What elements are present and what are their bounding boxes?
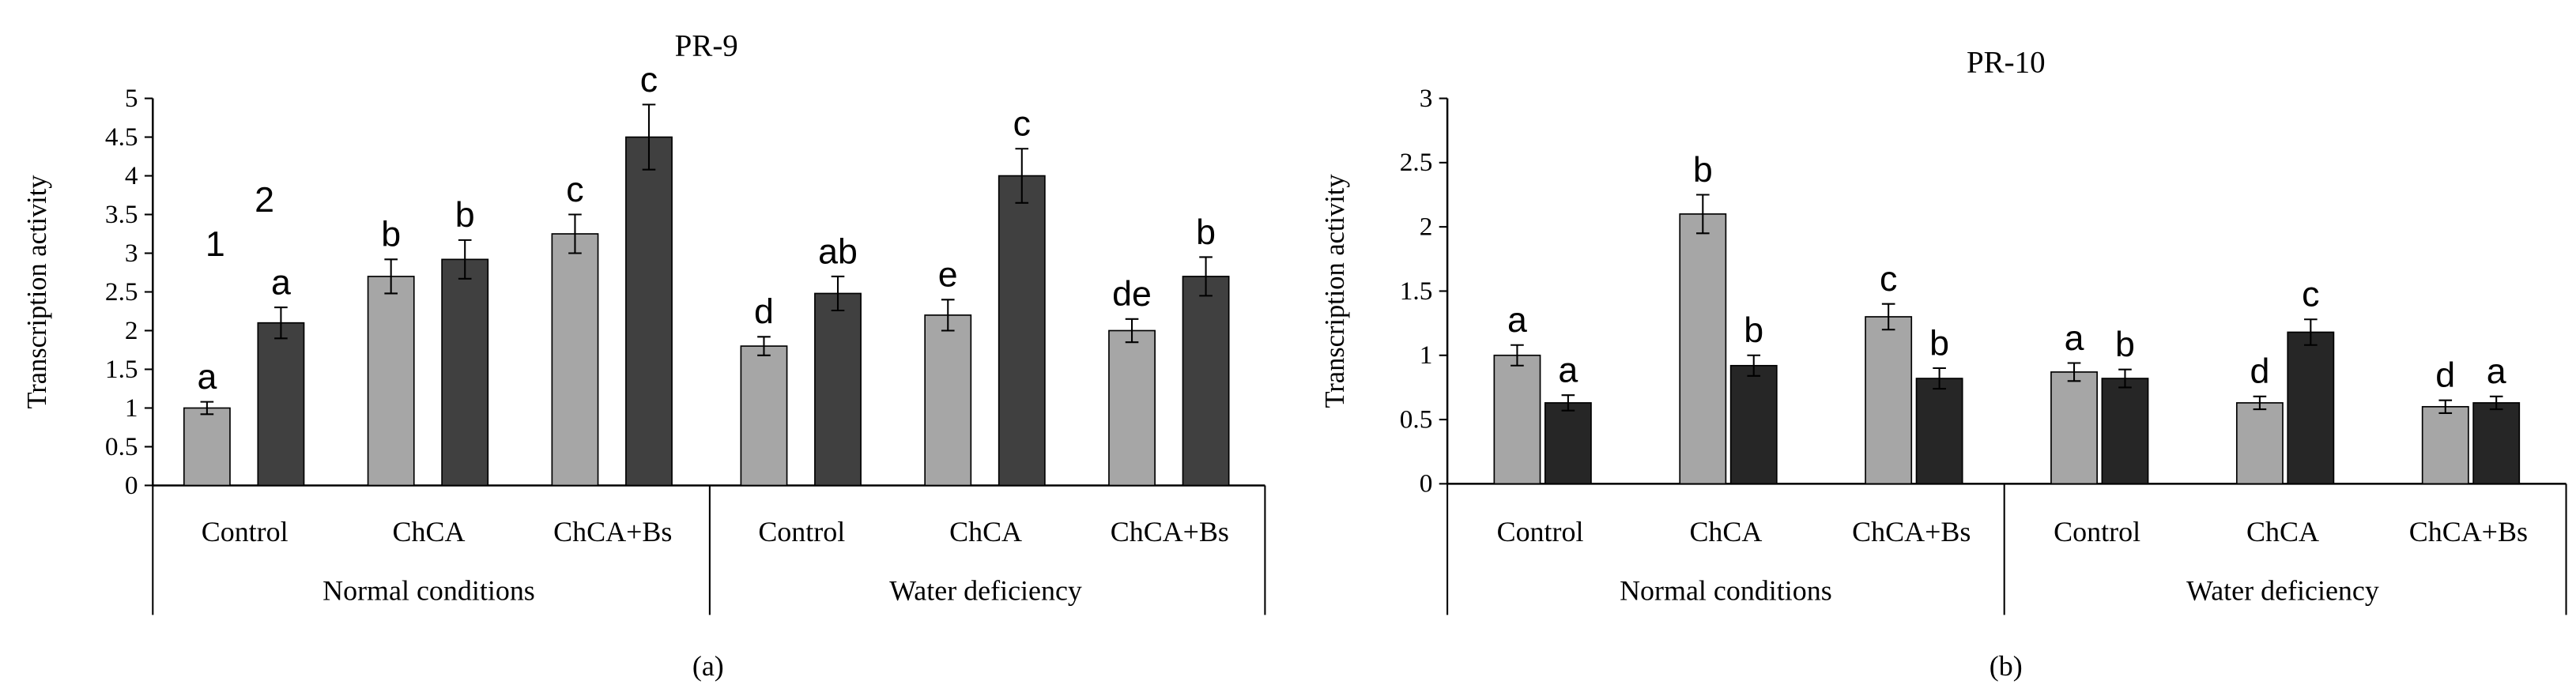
significance-letter-series-2: b	[1929, 324, 1949, 363]
significance-letter-series-1: c	[566, 171, 583, 209]
significance-letter-series-2: b	[455, 196, 475, 235]
x-tick-label-b: ChCA	[2246, 516, 2319, 547]
y-tick-label-a: 1	[125, 393, 138, 423]
bar-series-1	[1679, 213, 1727, 485]
x-tick-label-a: ChCA	[393, 516, 466, 547]
bar-series-2	[257, 322, 305, 487]
bar-series-2	[441, 258, 489, 487]
significance-letter-series-1: a	[197, 358, 217, 397]
group-label-a: Water deficiency	[889, 575, 1082, 607]
significance-letter-series-1: d	[754, 293, 774, 332]
y-tick-label-a: 4	[125, 161, 138, 190]
y-tick-label-b: 3	[1420, 84, 1433, 113]
y-tick-label-a: 0.5	[105, 432, 138, 461]
significance-letter-series-2: a	[2487, 352, 2506, 391]
bar-series-2	[2287, 331, 2335, 485]
bar-series-2	[1729, 364, 1778, 485]
x-tick-label-b: ChCA+Bs	[2409, 516, 2528, 547]
group-label-b: Water deficiency	[2186, 575, 2379, 607]
y-tick-label-a: 3	[125, 239, 138, 268]
x-tick-label-b: Control	[1497, 516, 1584, 547]
significance-letter-series-1: b	[1693, 151, 1713, 190]
series-label-1: 1	[206, 225, 225, 264]
y-tick-label-a: 2.5	[105, 277, 138, 307]
bar-series-2	[998, 175, 1046, 487]
significance-letter-series-2: c	[2302, 276, 2319, 314]
y-tick-label-a: 0	[125, 471, 138, 500]
y-tick-label-b: 1	[1420, 340, 1433, 370]
group-label-b: Normal conditions	[1620, 575, 1832, 607]
bar-series-1	[924, 314, 972, 487]
series-label-2: 2	[255, 181, 274, 220]
bar-series-1	[2235, 402, 2284, 485]
y-tick-label-b: 0.5	[1400, 404, 1433, 434]
significance-letter-series-1: d	[2435, 356, 2455, 395]
y-tick-label-b: 1.5	[1400, 277, 1433, 306]
bar-series-2	[814, 292, 862, 487]
significance-letter-series-2: ab	[818, 232, 858, 271]
bar-series-2	[1182, 276, 1230, 487]
bar-series-1	[1493, 354, 1541, 485]
y-tick-label-a: 3.5	[105, 200, 138, 229]
bar-series-2	[1544, 402, 1592, 485]
x-tick-label-a: ChCA+Bs	[1111, 516, 1229, 547]
significance-letter-series-2: b	[1744, 311, 1763, 350]
y-tick-label-b: 0	[1420, 469, 1433, 498]
bar-series-1	[551, 233, 599, 487]
bar-series-1	[2050, 371, 2098, 485]
bar-series-2	[2472, 402, 2521, 485]
y-tick-label-a: 5	[125, 84, 138, 113]
bar-series-1	[367, 276, 415, 487]
chart-title-a: PR-9	[675, 29, 738, 63]
bar-series-1	[2421, 405, 2469, 485]
bar-series-1	[1865, 316, 1913, 485]
x-tick-label-a: ChCA	[949, 516, 1022, 547]
significance-letter-series-1: e	[938, 256, 958, 295]
y-tick-label-b: 2	[1420, 213, 1433, 242]
significance-letter-series-1: b	[381, 216, 401, 254]
significance-letter-series-1: c	[1880, 260, 1897, 299]
significance-letter-series-2: c	[640, 61, 658, 100]
group-label-a: Normal conditions	[322, 575, 535, 607]
significance-letter-series-2: b	[1196, 213, 1216, 252]
x-tick-label-b: ChCA	[1689, 516, 1762, 547]
y-tick-label-a: 1.5	[105, 355, 138, 384]
y-axis-label-a: Transcription activity	[22, 175, 52, 409]
x-tick-label-a: Control	[202, 516, 289, 547]
x-tick-label-b: ChCA+Bs	[1852, 516, 1971, 547]
x-tick-label-a: ChCA+Bs	[553, 516, 672, 547]
significance-letter-series-2: b	[2115, 325, 2135, 364]
x-tick-label-b: Control	[2054, 516, 2140, 547]
significance-letter-series-1: a	[2065, 319, 2084, 358]
chart-title-b: PR-10	[1967, 45, 2046, 79]
significance-letter-series-2: a	[1558, 352, 1578, 390]
bar-series-2	[1915, 378, 1963, 485]
significance-letter-series-2: a	[271, 264, 291, 303]
bar-series-1	[1108, 329, 1156, 487]
bar-series-1	[740, 345, 788, 487]
significance-letter-series-1: d	[2250, 352, 2269, 391]
bar-series-1	[183, 407, 231, 487]
x-tick-label-a: Control	[758, 516, 845, 547]
y-tick-label-a: 2	[125, 316, 138, 345]
chart-panel-b: PR-10 Transcription activity 0 0.5 1 1.5 2 2.5 3…	[1320, 45, 2567, 682]
panel-label-a: (a)	[692, 650, 724, 682]
panel-label-b: (b)	[1990, 650, 2023, 682]
significance-letter-series-1: de	[1112, 275, 1152, 314]
bar-series-2	[625, 136, 673, 487]
y-axis-label-b: Transcription activity	[1320, 174, 1350, 408]
y-tick-label-a: 4.5	[105, 122, 138, 152]
significance-letter-series-2: c	[1013, 105, 1031, 144]
bar-series-2	[2101, 378, 2149, 485]
y-tick-label-b: 2.5	[1400, 148, 1433, 177]
significance-letter-series-1: a	[1507, 301, 1527, 340]
chart-panel-a: PR-9 Transcription activity 0 0.5 1 1.5 2 2.5 3 3…	[22, 29, 1266, 682]
